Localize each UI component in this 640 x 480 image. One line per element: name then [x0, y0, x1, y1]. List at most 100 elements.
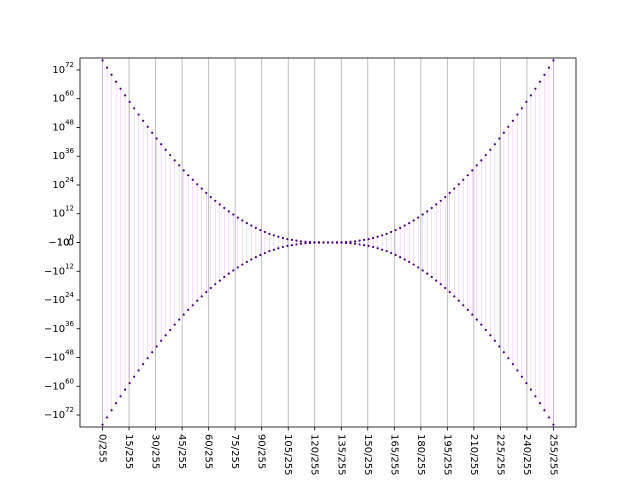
data-point-positive: [286, 238, 289, 241]
data-point-negative: [286, 244, 289, 247]
x-tick-label: 75/255: [229, 434, 240, 469]
data-point-positive: [245, 221, 248, 225]
data-point-negative: [444, 286, 447, 290]
data-points: [101, 59, 555, 426]
data-point-negative: [128, 382, 131, 385]
data-point-negative: [403, 258, 406, 261]
data-point-positive: [205, 191, 208, 195]
data-point-positive: [236, 216, 239, 219]
y-tick-label: 100: [57, 234, 74, 249]
data-point-positive: [421, 213, 424, 216]
data-point-negative: [160, 339, 163, 342]
x-tick-label: 15/255: [123, 434, 134, 469]
data-point-positive: [466, 174, 469, 177]
data-point-positive: [214, 199, 217, 202]
data-point-positive: [520, 107, 523, 110]
x-tick-label: 180/255: [415, 434, 426, 476]
data-point-negative: [299, 242, 303, 245]
data-point-negative: [538, 402, 542, 405]
y-tick-label: 1060: [52, 90, 74, 105]
data-point-positive: [394, 228, 397, 232]
data-point-negative: [493, 339, 496, 342]
data-point-negative: [137, 369, 140, 372]
data-point-positive: [155, 137, 158, 140]
data-point-positive: [543, 73, 546, 76]
data-point-positive: [507, 125, 510, 128]
x-tick-label: 255/255: [547, 434, 558, 476]
y-tick-label: 1072: [52, 61, 74, 76]
data-point-negative: [471, 313, 474, 316]
data-point-positive: [435, 203, 438, 206]
y-tick-label: 1024: [52, 176, 74, 191]
data-point-negative: [489, 334, 492, 337]
data-point-negative: [435, 279, 438, 282]
data-point-negative: [552, 423, 555, 426]
data-point-positive: [426, 210, 429, 213]
data-point-positive: [371, 236, 375, 240]
x-tick-label: 105/255: [282, 434, 293, 476]
x-tick-label: 0/255: [97, 434, 108, 463]
data-point-negative: [146, 357, 149, 360]
data-point-negative: [344, 241, 348, 245]
data-point-negative: [169, 328, 172, 332]
data-point-negative: [394, 253, 397, 257]
data-point-negative: [421, 269, 424, 272]
data-point-positive: [381, 234, 384, 237]
x-tick-label: 150/255: [362, 434, 373, 476]
data-point-negative: [322, 241, 325, 244]
data-point-negative: [205, 290, 208, 294]
data-point-negative: [232, 269, 235, 272]
data-point-positive: [511, 119, 514, 122]
data-point-negative: [385, 250, 388, 253]
data-point-positive: [110, 73, 113, 76]
data-point-negative: [308, 241, 312, 245]
data-point-negative: [412, 263, 415, 266]
data-point-negative: [142, 363, 145, 366]
data-point-negative: [196, 299, 199, 302]
data-point-negative: [362, 244, 366, 247]
data-point-positive: [403, 224, 406, 227]
data-point-positive: [299, 240, 303, 243]
data-point-positive: [484, 153, 487, 157]
data-point-negative: [313, 241, 316, 244]
data-point-negative: [349, 242, 352, 245]
data-point-negative: [462, 304, 465, 307]
data-point-positive: [444, 195, 447, 199]
data-point-positive: [241, 219, 244, 222]
data-point-positive: [399, 226, 402, 229]
data-point-negative: [529, 388, 533, 391]
data-point-positive: [142, 119, 145, 122]
x-tick-label: 45/255: [176, 434, 187, 469]
x-tick-label: 90/255: [256, 434, 267, 469]
data-point-negative: [268, 250, 271, 253]
data-point-negative: [543, 409, 546, 412]
data-point-negative: [223, 275, 226, 279]
data-point-negative: [101, 423, 104, 426]
data-point-positive: [353, 240, 357, 243]
data-point-negative: [507, 357, 510, 360]
data-point-positive: [209, 195, 212, 199]
data-point-positive: [367, 238, 370, 241]
data-point-negative: [277, 247, 280, 250]
data-point-negative: [331, 241, 334, 244]
data-point-positive: [471, 169, 474, 172]
axes-border: [79, 57, 577, 428]
data-point-negative: [484, 328, 487, 332]
data-point-positive: [281, 236, 285, 240]
data-point-positive: [178, 164, 181, 167]
data-point-negative: [272, 248, 275, 251]
data-point-negative: [426, 272, 429, 275]
data-point-negative: [353, 242, 357, 245]
data-point-positive: [191, 178, 194, 181]
data-point-negative: [114, 402, 118, 405]
data-point-positive: [385, 232, 388, 235]
data-point-positive: [552, 59, 555, 62]
data-point-positive: [263, 230, 266, 234]
data-point-positive: [475, 164, 478, 167]
data-point-negative: [511, 363, 514, 366]
data-point-positive: [408, 221, 411, 225]
data-point-positive: [516, 113, 519, 116]
data-point-positive: [105, 66, 109, 69]
y-tick-label: −1024: [44, 291, 75, 306]
